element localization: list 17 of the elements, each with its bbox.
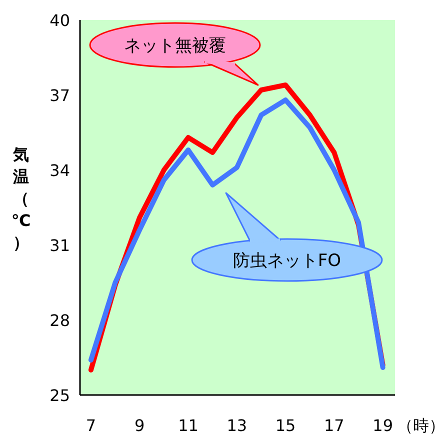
text: ネット無被覆 xyxy=(124,36,226,56)
x-tick-label: 17 xyxy=(324,416,344,435)
x-tick-label: 9 xyxy=(134,416,145,435)
y-tick-label: 25 xyxy=(50,386,70,405)
y-tick-label: 34 xyxy=(50,161,70,180)
x-tick-label: 19 xyxy=(372,416,394,435)
x-tick-label: 13 xyxy=(226,416,248,435)
y-tick-label: 37 xyxy=(50,86,70,105)
y-tick-label: 31 xyxy=(50,236,70,255)
x-tick-label: 7 xyxy=(86,416,96,435)
x-tick-label: 15 xyxy=(275,416,296,435)
x-tick-label: 11 xyxy=(178,416,198,435)
y-tick-label: 28 xyxy=(50,311,70,330)
series-label: 防虫ネットFO xyxy=(232,251,342,271)
x-axis-title: （時） xyxy=(397,416,445,435)
y-axis-title: 気温（℃） xyxy=(11,145,31,252)
y-tick-label: 40 xyxy=(50,11,70,30)
